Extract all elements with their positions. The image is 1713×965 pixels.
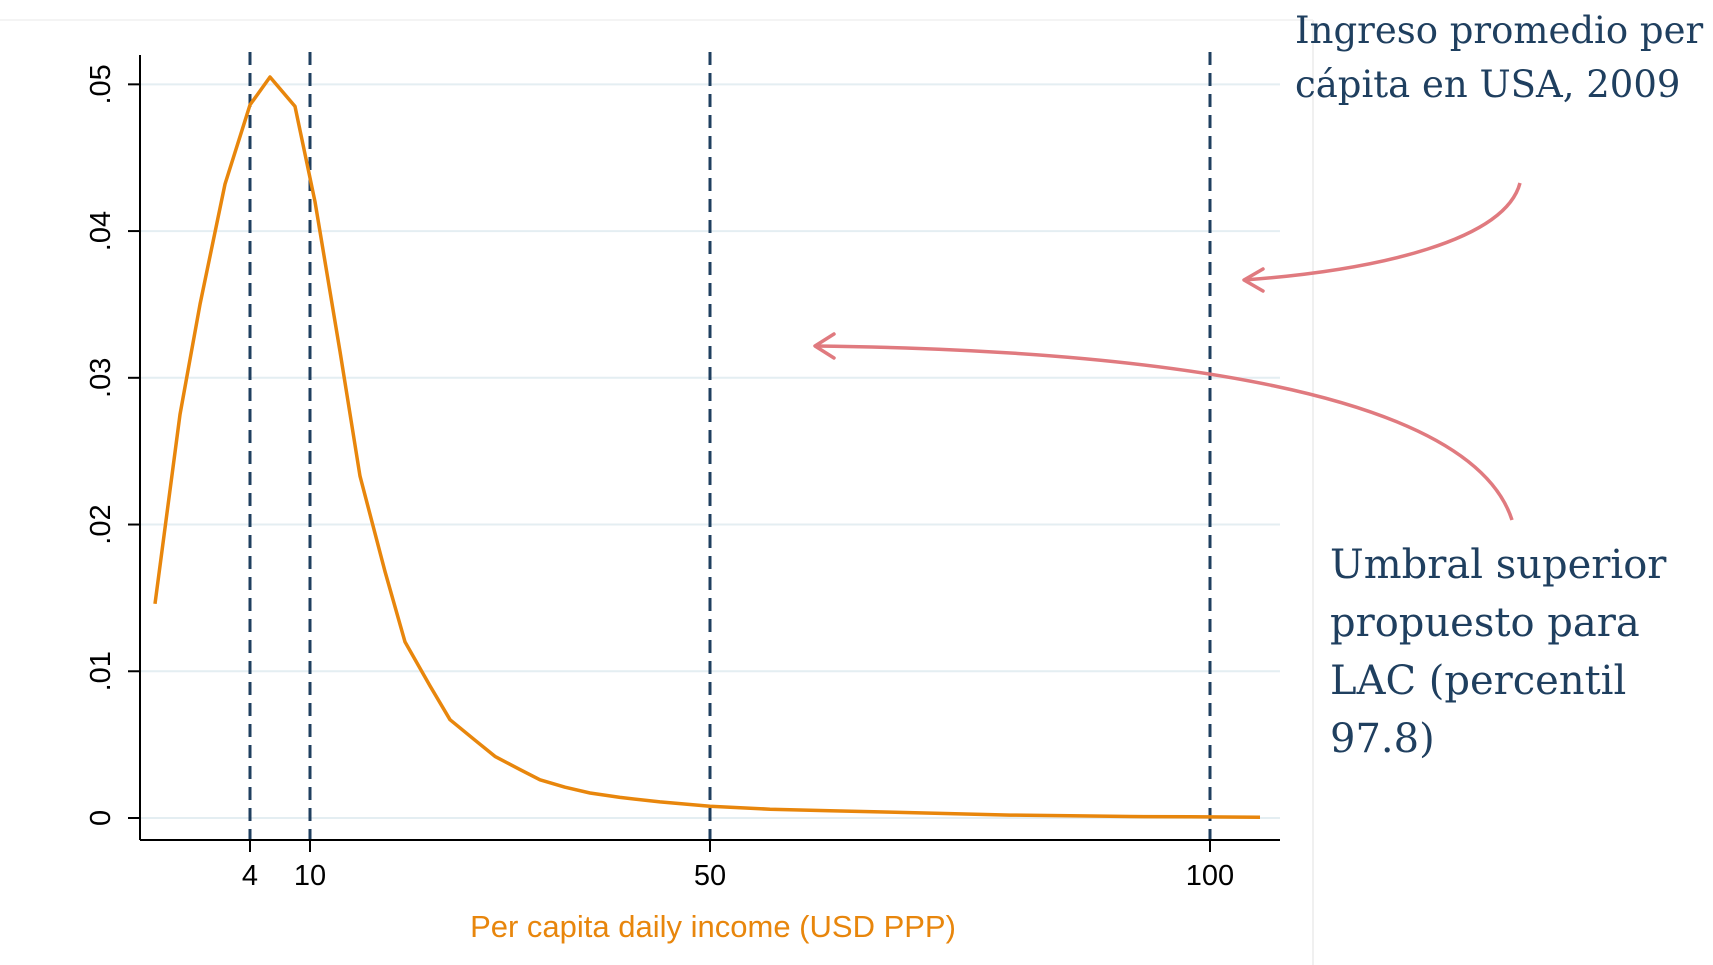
- y-tick-label: .02: [85, 504, 117, 544]
- lac-threshold-annotation: Umbral superior propuesto para LAC (perc…: [1330, 536, 1666, 768]
- annotation-line: Umbral superior: [1330, 542, 1667, 588]
- y-tick-label: .03: [85, 358, 117, 398]
- density-curve: [153, 75, 1261, 820]
- y-tick-label: .04: [85, 211, 117, 251]
- arrows: [813, 182, 1522, 521]
- reference-lines: [248, 52, 1212, 840]
- annotation-line: cápita en USA, 2009: [1295, 63, 1681, 106]
- x-tick-label: 10: [294, 860, 326, 892]
- lac-arrow: [814, 344, 1514, 521]
- x-axis-title: Per capita daily income (USD PPP): [470, 909, 956, 944]
- usa-income-annotation: Ingreso promedio per cápita en USA, 2009: [1295, 4, 1703, 112]
- x-tick-label: 4: [242, 860, 258, 892]
- usa-arrowhead-icon: [1242, 267, 1265, 293]
- x-tick-label: 50: [694, 860, 726, 892]
- annotation-line: propuesto para: [1330, 600, 1640, 646]
- annotation-line: 97.8): [1330, 716, 1435, 762]
- y-tick-label: .01: [85, 651, 117, 691]
- annotation-line: LAC (percentil: [1330, 658, 1627, 704]
- x-tick-label: 100: [1186, 860, 1234, 892]
- y-tick-label: .05: [85, 64, 117, 104]
- annotation-line: Ingreso promedio per: [1295, 9, 1704, 52]
- density-series: [153, 75, 1261, 820]
- axes: 0 .01 .02 .03 .04 .05 4 10 50 100: [85, 55, 1280, 892]
- usa-arrow: [1243, 182, 1522, 282]
- y-tick-label: 0: [85, 810, 117, 826]
- lac-arrowhead-icon: [813, 332, 836, 360]
